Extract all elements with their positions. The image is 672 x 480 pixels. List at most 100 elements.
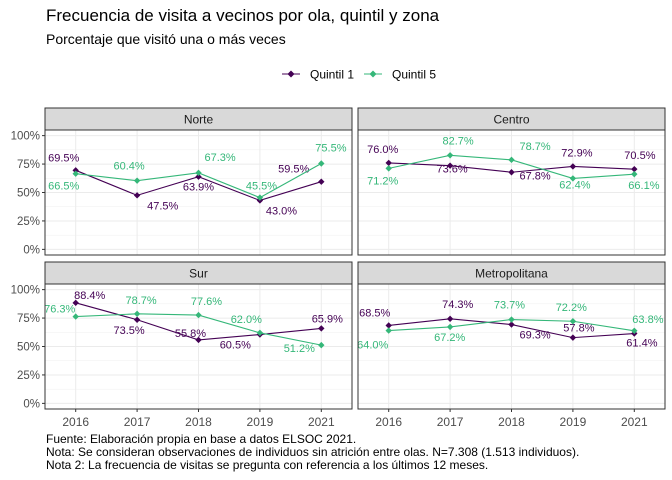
- chart-title: Frecuencia de visita a vecinos por ola, …: [46, 6, 440, 25]
- data-label: 69.5%: [48, 152, 79, 164]
- x-tick-label: 2016: [62, 415, 89, 429]
- y-tick-label: 50%: [17, 188, 40, 200]
- x-tick-label: 2016: [375, 415, 402, 429]
- data-label: 73.7%: [494, 300, 525, 312]
- facet-panel: Metropolitana 68.5% 74.3% 69.3% 57.8% 61.4% 64…: [357, 261, 666, 429]
- panel-border: [357, 129, 666, 256]
- caption-line: Nota 2: La frecuencia de visitas se preg…: [46, 458, 489, 472]
- chart-caption: Fuente: Elaboración propia en base a dat…: [46, 433, 579, 472]
- data-label: 59.5%: [278, 164, 309, 176]
- chart-subtitle: Porcentaje que visitó una o más veces: [46, 31, 286, 47]
- data-point: [72, 170, 79, 177]
- x-tick-label: 2018: [185, 415, 212, 429]
- data-label: 74.3%: [442, 299, 473, 311]
- data-point: [133, 316, 141, 323]
- data-point: [446, 162, 454, 169]
- data-point: [318, 341, 325, 349]
- x-tick-label: 2019: [560, 415, 587, 429]
- data-label: 64.0%: [357, 340, 388, 352]
- data-point: [195, 336, 202, 344]
- data-point: [631, 170, 638, 178]
- data-label: 47.5%: [147, 200, 178, 212]
- facet-strip-label: Metropolitana: [475, 267, 548, 281]
- data-label: 43.0%: [266, 205, 297, 217]
- data-point: [446, 323, 454, 331]
- data-label: 67.3%: [205, 152, 236, 164]
- data-label: 72.2%: [556, 302, 587, 314]
- data-label: 61.4%: [626, 338, 657, 350]
- legend-label: Quintil 1: [310, 68, 354, 82]
- data-label: 65.9%: [312, 313, 343, 325]
- data-label: 73.5%: [113, 325, 144, 337]
- caption-line: Nota: Se consideran observaciones de ind…: [46, 445, 580, 459]
- x-tick-label: 2017: [124, 415, 151, 429]
- data-point: [508, 321, 515, 328]
- data-label: 78.7%: [520, 141, 551, 153]
- data-label: 82.7%: [442, 135, 473, 147]
- data-point: [72, 167, 79, 174]
- legend-key-marker: [287, 70, 295, 78]
- facet-panel: Norte 69.5% 47.5% 63.9% 43.0% 59.5% 66.5% 60.4%…: [11, 107, 353, 256]
- data-point: [133, 310, 141, 318]
- data-label: 78.7%: [125, 295, 156, 307]
- data-point: [508, 156, 515, 164]
- data-label: 51.2%: [284, 343, 315, 355]
- facet-strip-label: Centro: [493, 113, 529, 127]
- data-label: 70.5%: [624, 150, 655, 162]
- facet-panel: Centro 76.0% 73.6% 67.8% 72.9% 70.5% 71.2% 82.7…: [357, 107, 666, 256]
- data-label: 62.4%: [559, 179, 590, 191]
- x-tick-label: 2021: [308, 415, 335, 429]
- data-point: [569, 175, 577, 182]
- data-point: [318, 178, 325, 185]
- y-tick-label: 25%: [17, 370, 40, 382]
- facet-strip-label: Norte: [184, 113, 214, 127]
- data-point: [508, 316, 515, 323]
- data-label: 63.9%: [183, 182, 214, 194]
- data-point: [385, 165, 392, 172]
- data-point: [72, 299, 79, 307]
- data-label: 62.0%: [231, 314, 262, 326]
- data-label: 73.6%: [436, 164, 467, 176]
- data-label: 75.5%: [315, 142, 346, 154]
- data-label: 67.8%: [520, 170, 551, 182]
- data-point: [569, 163, 577, 170]
- x-tick-label: 2018: [498, 415, 525, 429]
- data-point: [195, 311, 202, 319]
- legend: Quintil 1 Quintil 5: [282, 68, 436, 82]
- data-label: 68.5%: [359, 307, 390, 319]
- data-label: 67.2%: [434, 332, 465, 344]
- data-point: [385, 322, 392, 329]
- y-tick-label: 50%: [17, 342, 40, 354]
- data-point: [195, 169, 202, 177]
- x-tick-label: 2017: [437, 415, 464, 429]
- data-label: 76.0%: [367, 144, 398, 156]
- data-point: [318, 325, 325, 332]
- data-label: 76.3%: [44, 304, 75, 316]
- data-point: [385, 159, 392, 167]
- x-tick-label: 2019: [247, 415, 274, 429]
- caption-line: Fuente: Elaboración propia en base a dat…: [46, 432, 357, 446]
- facet-panel: Sur 88.4% 73.5% 55.8% 60.5% 65.9% 76.3% 78.7% 77…: [11, 261, 353, 429]
- data-point: [72, 313, 79, 320]
- data-point: [256, 194, 264, 201]
- data-point: [195, 173, 202, 180]
- legend-key-marker: [369, 70, 377, 78]
- data-point: [446, 315, 454, 323]
- data-point: [256, 329, 264, 337]
- data-label: 88.4%: [74, 290, 105, 302]
- data-label: 71.2%: [367, 175, 398, 187]
- data-point: [569, 334, 577, 341]
- data-point: [631, 165, 638, 173]
- data-point: [569, 318, 577, 325]
- y-tick-label: 75%: [17, 159, 40, 171]
- data-label: 77.6%: [191, 296, 222, 308]
- y-tick-label: 75%: [17, 313, 40, 325]
- x-tick-label: 2021: [621, 415, 648, 429]
- facet-strip-label: Sur: [189, 267, 208, 281]
- data-point: [508, 169, 515, 176]
- data-label: 60.5%: [220, 340, 251, 352]
- data-label: 60.4%: [113, 161, 144, 173]
- y-tick-label: 25%: [17, 216, 40, 228]
- data-point: [631, 327, 638, 335]
- y-tick-label: 100%: [11, 285, 40, 297]
